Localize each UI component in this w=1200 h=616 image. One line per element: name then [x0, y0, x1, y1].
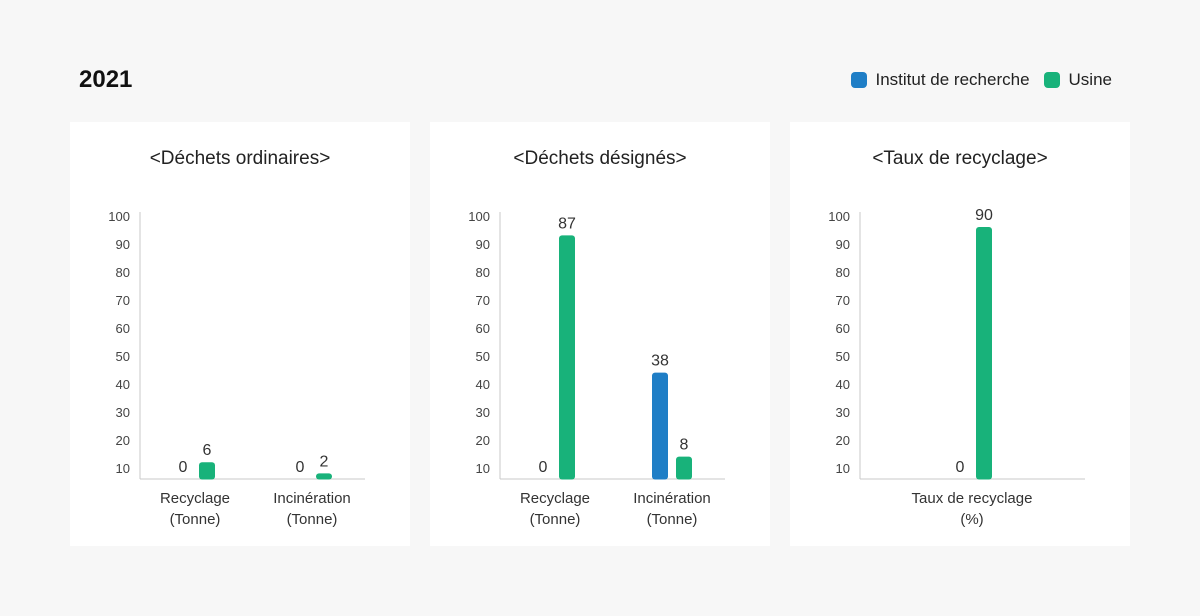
- data-label: 0: [179, 459, 188, 476]
- x-tick-label: Recyclage: [520, 490, 590, 507]
- chart-panel-dechets-designes: <Déchets désignés> 10 20 30 40 50 60 70 80 90 100…: [430, 122, 770, 546]
- y-tick-label: 10: [116, 461, 130, 476]
- chart-title: <Déchets ordinaires>: [149, 148, 331, 169]
- x-tick-label: (%): [960, 511, 983, 528]
- legend-swatch-usine: [1043, 72, 1060, 88]
- y-tick-label: 70: [836, 293, 850, 308]
- y-tick-label: 100: [108, 209, 130, 224]
- legend-label-institut: Institut de recherche: [875, 70, 1030, 89]
- y-tick-label: 30: [116, 405, 130, 420]
- data-label: 8: [680, 437, 689, 454]
- y-tick-label: 80: [476, 265, 490, 280]
- data-label: 6: [203, 442, 212, 459]
- y-tick-label: 60: [116, 321, 130, 336]
- legend-item-institut: Institut de recherche: [850, 70, 1030, 90]
- legend: Institut de recherche Usine: [850, 70, 1112, 90]
- y-tick-label: 50: [476, 349, 490, 364]
- y-tick-label: 10: [836, 461, 850, 476]
- chart-panel-taux-de-recyclage: <Taux de recyclage> 10 20 30 40 50 60 70 80 90 10…: [790, 122, 1130, 546]
- y-tick-label: 90: [836, 237, 850, 252]
- y-tick-label: 100: [468, 209, 490, 224]
- x-tick-label: (Tonne): [530, 511, 581, 528]
- data-label: 0: [539, 459, 548, 476]
- y-tick-label: 20: [476, 433, 490, 448]
- bar-usine: [676, 456, 692, 480]
- data-label: 38: [651, 353, 669, 370]
- bar-usine: [559, 235, 575, 480]
- chart-panel-dechets-ordinaires: <Déchets ordinaires> 10 20 30 40 50 60 70 80 90 1…: [70, 122, 410, 546]
- chart-svg: 10 20 30 40 50 60 70 80 90 100 0 90 Taux de recyclag…: [828, 207, 1085, 528]
- x-tick-label: (Tonne): [287, 511, 338, 528]
- chart-title: <Taux de recyclage>: [872, 148, 1048, 169]
- year-title: 2021: [79, 66, 133, 93]
- y-tick-label: 90: [476, 237, 490, 252]
- chart-svg: 10 20 30 40 50 60 70 80 90 100 0 87 Recyclage (Tonne)…: [468, 209, 725, 528]
- x-tick-label: Incinération: [633, 490, 711, 507]
- y-tick-label: 40: [836, 377, 850, 392]
- x-tick-label: (Tonne): [170, 511, 221, 528]
- x-tick-label: Incinération: [273, 490, 351, 507]
- y-tick-label: 30: [836, 405, 850, 420]
- y-tick-label: 100: [828, 209, 850, 224]
- y-tick-label: 60: [836, 321, 850, 336]
- y-tick-label: 80: [836, 265, 850, 280]
- data-label: 87: [558, 215, 576, 232]
- y-tick-label: 40: [116, 377, 130, 392]
- chart-title: <Déchets désignés>: [513, 148, 687, 169]
- y-tick-label: 20: [116, 433, 130, 448]
- y-tick-label: 60: [476, 321, 490, 336]
- data-label: 0: [296, 459, 305, 476]
- bar-usine: [976, 227, 992, 480]
- y-tick-label: 50: [116, 349, 130, 364]
- y-tick-label: 80: [116, 265, 130, 280]
- bar-usine: [199, 462, 215, 480]
- x-tick-label: Taux de recyclage: [912, 490, 1033, 507]
- y-tick-label: 30: [476, 405, 490, 420]
- y-tick-label: 70: [116, 293, 130, 308]
- y-tick-label: 10: [476, 461, 490, 476]
- legend-label-usine: Usine: [1068, 70, 1112, 89]
- bar-usine: [316, 473, 332, 480]
- data-label: 0: [956, 459, 965, 476]
- y-tick-label: 70: [476, 293, 490, 308]
- y-tick-label: 40: [476, 377, 490, 392]
- legend-item-usine: Usine: [1043, 70, 1112, 90]
- data-label: 2: [320, 453, 329, 470]
- data-label: 90: [975, 207, 993, 224]
- x-tick-label: (Tonne): [647, 511, 698, 528]
- y-tick-label: 50: [836, 349, 850, 364]
- y-tick-label: 20: [836, 433, 850, 448]
- x-tick-label: Recyclage: [160, 490, 230, 507]
- y-tick-label: 90: [116, 237, 130, 252]
- chart-svg: 10203040506070809010006Recyclage(Tonne)0…: [108, 209, 365, 528]
- legend-swatch-institut: [850, 72, 867, 88]
- bar-institut: [652, 372, 668, 480]
